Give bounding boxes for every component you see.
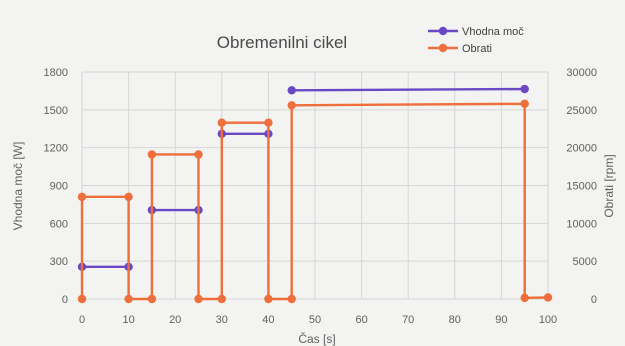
data-point-vhodna-mo bbox=[287, 86, 296, 95]
legend-marker-vhodna-moc bbox=[438, 26, 448, 36]
tick-labels: 0 10 20 30 40 50 60 70 80 90 100 0 300 600 900 1200 1500… bbox=[44, 67, 597, 326]
y-tick-label-left: 0 bbox=[62, 294, 68, 306]
gridlines bbox=[81, 71, 549, 300]
data-point-obrati bbox=[520, 293, 529, 303]
data-point-obrati bbox=[77, 294, 87, 304]
series-line-vhodna-mo bbox=[291, 87, 525, 92]
y-tick-label-right: 20000 bbox=[566, 143, 597, 155]
data-point-obrati bbox=[287, 294, 296, 304]
data-point-obrati bbox=[147, 294, 157, 304]
series bbox=[77, 84, 553, 304]
data-point-obrati bbox=[264, 294, 273, 304]
legend-marker-obrati bbox=[438, 43, 448, 53]
data-point-obrati bbox=[543, 293, 553, 302]
legend-item-obrati: Obrati bbox=[428, 43, 492, 55]
data-point-obrati bbox=[124, 294, 133, 304]
y-axis-label-left: Vhodna moč [W] bbox=[11, 142, 25, 231]
data-point-obrati bbox=[217, 294, 226, 304]
series-vhodna-mo bbox=[77, 84, 529, 272]
legend-item-vhodna-moc: Vhodna moč bbox=[428, 26, 524, 38]
data-point-vhodna-mo bbox=[520, 84, 529, 94]
y-axis-label-right: Obrati [rpm] bbox=[602, 154, 616, 217]
data-point-obrati bbox=[77, 192, 87, 202]
legend-label-vhodna-moc: Vhodna moč bbox=[462, 26, 524, 38]
x-tick-label: 90 bbox=[495, 314, 507, 326]
data-point-obrati bbox=[194, 150, 203, 159]
x-tick-label: 60 bbox=[355, 314, 367, 326]
y-tick-label-right: 15000 bbox=[566, 181, 597, 193]
y-tick-label-left: 1800 bbox=[44, 67, 68, 79]
x-tick-label: 100 bbox=[539, 314, 557, 326]
data-point-obrati bbox=[147, 150, 157, 159]
y-tick-label-left: 900 bbox=[50, 181, 68, 193]
data-point-obrati bbox=[264, 118, 273, 127]
x-tick-label: 50 bbox=[309, 314, 321, 326]
x-axis-label: Čas [s] bbox=[298, 331, 335, 346]
x-tick-label: 10 bbox=[122, 314, 134, 326]
x-tick-label: 80 bbox=[449, 314, 461, 326]
data-point-obrati bbox=[194, 294, 203, 304]
y-tick-label-right: 0 bbox=[591, 294, 597, 306]
y-tick-label-right: 25000 bbox=[566, 105, 597, 117]
x-tick-label: 40 bbox=[262, 314, 274, 326]
x-tick-label: 30 bbox=[216, 314, 228, 326]
chart-title: Obremenilni cikel bbox=[217, 33, 347, 52]
data-point-obrati bbox=[520, 99, 529, 108]
y-tick-label-right: 5000 bbox=[573, 256, 597, 268]
y-tick-label-right: 30000 bbox=[566, 67, 597, 79]
data-point-obrati bbox=[287, 101, 296, 110]
series-obrati bbox=[77, 99, 553, 304]
x-tick-label: 20 bbox=[169, 314, 181, 326]
data-point-obrati bbox=[217, 118, 226, 127]
y-tick-label-left: 300 bbox=[50, 256, 68, 268]
y-tick-label-left: 600 bbox=[50, 218, 68, 230]
x-tick-label: 0 bbox=[79, 314, 85, 326]
y-tick-label-right: 10000 bbox=[566, 218, 597, 230]
y-tick-label-left: 1200 bbox=[44, 143, 68, 155]
x-tick-label: 70 bbox=[402, 314, 414, 326]
legend: Vhodna moč Obrati bbox=[428, 26, 524, 55]
legend-label-obrati: Obrati bbox=[462, 43, 492, 55]
data-point-obrati bbox=[124, 192, 133, 202]
y-tick-label-left: 1500 bbox=[44, 105, 68, 117]
